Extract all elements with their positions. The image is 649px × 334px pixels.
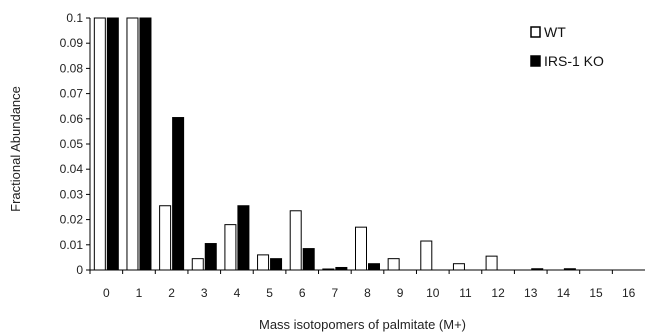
y-tick-label: 0.06	[60, 112, 84, 126]
bars	[93, 17, 576, 271]
x-tick-label: 1	[136, 286, 143, 300]
x-tick-label: 14	[557, 286, 571, 300]
bar-irs1-ko-m5	[270, 258, 283, 271]
x-tick-label: 5	[266, 286, 273, 300]
legend-swatch-wt	[530, 26, 541, 38]
bar-wt-m6	[289, 210, 302, 271]
bar-wt-m5	[257, 254, 270, 271]
x-tick-label: 13	[524, 286, 538, 300]
x-tick-label: 16	[622, 286, 636, 300]
bar-wt-m11	[452, 263, 465, 271]
bar-wt-m3	[191, 258, 204, 271]
bar-irs1-ko-m1	[139, 17, 152, 271]
y-tick-label: 0.08	[60, 61, 84, 75]
x-tick-label: 6	[299, 286, 306, 300]
y-tick-label: 0	[76, 263, 83, 277]
bar-irs1-ko-m0	[106, 17, 119, 271]
bar-wt-m4	[224, 224, 237, 271]
y-tick-label: 0.02	[60, 213, 84, 227]
x-tick-label: 7	[332, 286, 339, 300]
y-tick-label: 0.1	[66, 11, 83, 25]
bar-wt-m2	[159, 205, 172, 271]
y-tick-label: 0.03	[60, 187, 84, 201]
bar-irs1-ko-m2	[172, 117, 185, 271]
x-tick-label: 15	[589, 286, 603, 300]
x-tick-label: 2	[168, 286, 175, 300]
bar-wt-m9	[387, 258, 400, 271]
x-axis-ticks: 0 1 2 3 4 5 6 7 8 9 10 11 12 13 14 15 16	[89, 270, 636, 300]
x-tick-label: 10	[426, 286, 440, 300]
bar-irs1-ko-m6	[302, 248, 315, 271]
y-tick-label: 0.07	[60, 87, 84, 101]
x-tick-label: 11	[459, 286, 472, 300]
x-tick-label: 12	[491, 286, 505, 300]
bar-wt-m1	[126, 17, 139, 271]
legend-label-irs1-ko: IRS-1 KO	[544, 53, 604, 69]
x-tick-label: 3	[201, 286, 208, 300]
bar-wt-m0	[93, 17, 106, 271]
legend-label-wt: WT	[544, 24, 566, 40]
x-tick-label: 0	[103, 286, 110, 300]
x-tick-label: 8	[364, 286, 371, 300]
bar-irs1-ko-m4	[237, 205, 250, 271]
y-tick-label: 0.09	[60, 36, 84, 50]
legend-swatch-irs1-ko	[530, 55, 541, 67]
x-axis-title: Mass isotopomers of palmitate (M+)	[259, 317, 466, 332]
y-tick-label: 0.05	[60, 137, 84, 151]
x-tick-label: 9	[397, 286, 404, 300]
y-axis-ticks: 0 0.01 0.02 0.03 0.04 0.05 0.06 0.07 0.08 0.09 0.1	[60, 11, 90, 277]
bar-wt-m10	[420, 240, 433, 271]
bar-irs1-ko-m3	[204, 243, 217, 271]
legend: WT IRS-1 KO	[530, 24, 604, 69]
y-tick-label: 0.01	[60, 238, 84, 252]
x-tick-label: 4	[234, 286, 241, 300]
bar-irs1-ko-m8	[368, 263, 380, 271]
y-axis-title: Fractional Abundance	[8, 86, 23, 212]
y-tick-label: 0.04	[60, 162, 84, 176]
bar-wt-m8	[355, 226, 367, 271]
bar-wt-m12	[485, 255, 498, 271]
